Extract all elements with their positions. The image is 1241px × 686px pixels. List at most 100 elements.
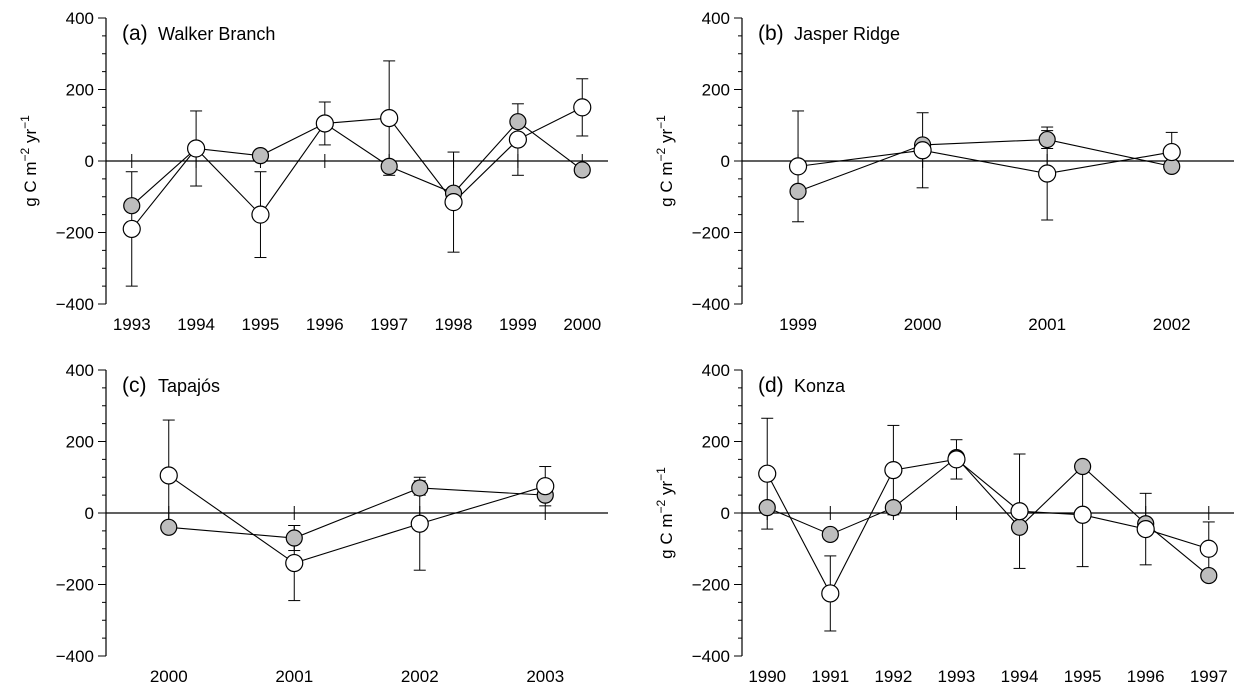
series-line	[131, 120, 583, 207]
data-point-open	[1136, 519, 1155, 539]
data-point-open	[1199, 539, 1218, 558]
y-tick-label: −200	[692, 224, 730, 243]
y-axis-label: g C m−2 yr−1	[18, 115, 40, 207]
data-point-filled	[411, 479, 429, 497]
series-line	[797, 149, 1172, 175]
y-axis-label: g C m−2 yr−1	[654, 467, 676, 559]
y-tick-label: 0	[721, 504, 730, 523]
panel-title: Walker Branch	[158, 24, 275, 44]
data-point-open	[758, 464, 777, 483]
series-open	[792, 110, 1178, 223]
data-point-open	[821, 584, 840, 603]
data-point-open	[251, 205, 270, 224]
x-tick-label: 1996	[306, 315, 344, 334]
x-tick-label: 2003	[526, 667, 564, 686]
data-point-open	[1038, 164, 1057, 183]
x-tick-label: 1995	[242, 315, 280, 334]
x-tick-label: 2001	[1028, 315, 1066, 334]
data-point-open	[1010, 502, 1029, 521]
series-line	[797, 138, 1172, 192]
data-point-open	[159, 466, 178, 485]
x-tick-label: 1999	[779, 315, 817, 334]
data-point-open	[380, 108, 399, 128]
panel-title: Jasper Ridge	[794, 24, 900, 44]
series-filled	[168, 480, 546, 552]
data-point-open	[913, 141, 932, 160]
y-tick-label: −400	[692, 647, 730, 666]
panel-label: (c)	[122, 374, 147, 397]
data-point-filled	[1010, 518, 1029, 536]
x-tick-label: 2000	[904, 315, 942, 334]
panel-title: Tapajós	[158, 376, 220, 396]
y-tick-label: 400	[702, 361, 730, 380]
x-tick-label: 1995	[1064, 667, 1102, 686]
data-point-filled	[509, 113, 527, 131]
x-tick-label: 1996	[1127, 667, 1165, 686]
data-point-filled	[1074, 457, 1092, 476]
data-point-filled	[573, 161, 591, 179]
x-tick-label: 1993	[113, 315, 151, 334]
x-tick-label: 1993	[938, 667, 976, 686]
series-line	[766, 458, 1209, 595]
y-tick-label: 0	[85, 504, 94, 523]
series-open	[162, 419, 552, 602]
data-point-filled	[789, 182, 807, 200]
series-line	[131, 106, 583, 230]
y-tick-label: −200	[56, 576, 94, 595]
data-point-filled	[1038, 130, 1056, 149]
x-tick-label: 2002	[1153, 315, 1191, 334]
data-point-filled	[821, 525, 839, 544]
y-tick-label: −400	[692, 295, 730, 314]
data-point-open	[884, 461, 903, 480]
y-tick-label: 0	[721, 152, 730, 171]
y-tick-label: −200	[692, 576, 730, 595]
x-tick-label: 1997	[1190, 667, 1228, 686]
x-tick-label: 1998	[435, 315, 473, 334]
x-tick-label: 1991	[811, 667, 849, 686]
x-tick-label: 1994	[1001, 667, 1039, 686]
panel-label: (b)	[758, 22, 784, 45]
y-tick-label: 400	[66, 361, 94, 380]
y-tick-label: 200	[66, 81, 94, 100]
x-tick-label: 2001	[275, 667, 313, 686]
y-tick-label: 200	[702, 433, 730, 452]
data-point-filled	[884, 499, 902, 517]
data-point-open	[410, 514, 429, 533]
y-axis-label: g C m−2 yr−1	[654, 115, 676, 207]
panel-label: (a)	[122, 22, 148, 45]
data-point-open	[122, 219, 141, 239]
data-point-open	[444, 193, 463, 212]
data-point-open	[508, 130, 527, 149]
data-point-open	[315, 114, 334, 133]
y-tick-label: 200	[66, 433, 94, 452]
data-point-open	[1162, 142, 1181, 162]
y-tick-label: 0	[85, 152, 94, 171]
series-filled	[131, 120, 583, 207]
data-point-filled	[123, 197, 141, 215]
panel-2: −400 −200 0 200 400 1999 2000 2001 2002 g C m−2 y…	[654, 9, 1234, 334]
x-tick-label: 1990	[748, 667, 786, 686]
data-point-filled	[251, 147, 270, 165]
panel-label: (d)	[758, 374, 784, 397]
data-point-open	[285, 553, 304, 573]
y-tick-label: −200	[56, 224, 94, 243]
panel-1: −400 −200 0 200 400 1993 1994 1995 1996 1997 1998 1…	[18, 9, 608, 334]
data-point-open	[1073, 505, 1092, 524]
data-point-open	[947, 450, 966, 469]
data-point-open	[788, 157, 808, 176]
series-line	[767, 456, 1210, 576]
series-open	[125, 60, 589, 287]
data-point-filled	[285, 529, 303, 547]
x-tick-label: 1994	[177, 315, 215, 334]
data-point-open	[536, 477, 555, 496]
x-tick-label: 2000	[563, 315, 601, 334]
panel-4: −400 −200 0 200 400 1990 1991 1992 1993 1994 1995 1…	[654, 361, 1234, 686]
data-point-filled	[380, 157, 398, 175]
panel-title: Konza	[794, 376, 846, 396]
data-point-open	[573, 98, 592, 117]
series-line	[168, 475, 546, 564]
data-point-open	[187, 139, 206, 158]
x-tick-label: 1992	[874, 667, 912, 686]
panel-3: −400 −200 0 200 400 2000 2001 2002 2003 (c) Tapajó…	[56, 361, 608, 686]
